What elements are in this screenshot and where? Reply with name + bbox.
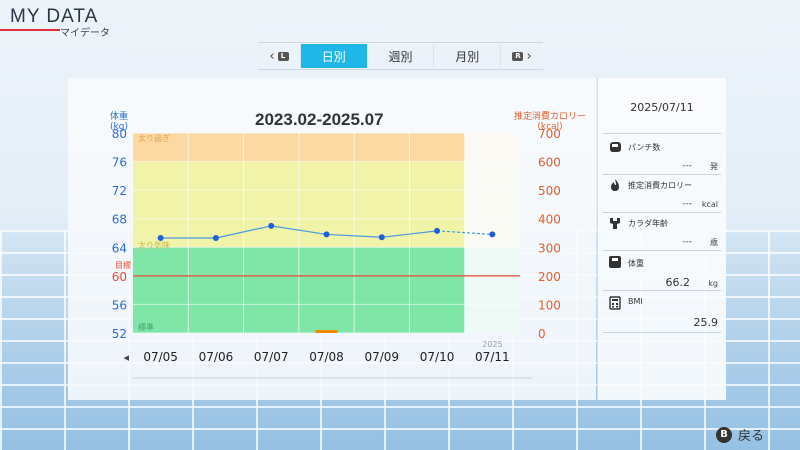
info-panel: 2025/07/11 パンチ数 --- 発 推定消費カロリー --- kcal … (597, 78, 726, 400)
chart-title: 2023.02-2025.07 (255, 110, 384, 129)
weight-data-point (157, 235, 164, 241)
bmi-label: BMI (628, 297, 643, 306)
glove-icon (610, 142, 621, 152)
tab-daily[interactable]: 日別 (299, 44, 367, 68)
left-axis-title: 体重 (kg) (110, 112, 128, 132)
weight-label: 体重 (628, 259, 644, 268)
tab-prev-button[interactable]: ‹ L (258, 43, 300, 69)
calorie-value: --- (682, 199, 692, 209)
left-tick-label: 56 (112, 298, 127, 312)
chevron-left-icon: ‹ (269, 48, 275, 64)
x-tick-label: 07/09 (364, 350, 399, 364)
right-tick-label: 400 (538, 213, 561, 227)
calculator-icon (609, 296, 621, 310)
punch-label: パンチ数 (628, 143, 661, 152)
weight-data-point (489, 231, 496, 238)
page-subtitle: マイデータ (60, 28, 110, 39)
right-tick-label: 0 (538, 327, 546, 341)
x-tick-label: 07/08 (309, 350, 344, 364)
divider (603, 212, 721, 213)
right-tick-label: 600 (538, 156, 561, 170)
weight-line (160, 225, 438, 239)
left-axis-label: 体重 (110, 112, 129, 122)
bmi-value: 25.9 (693, 316, 719, 329)
x-tick-label: 07/05 (143, 350, 178, 364)
year-label: 2025 (482, 340, 502, 349)
right-axis-title: 推定消費カロリー (kcal) (514, 112, 586, 132)
divider (603, 174, 721, 175)
x-tick-label: 07/07 (254, 350, 289, 364)
left-tick-label: 76 (112, 156, 127, 170)
zone-label-over: 太り過ぎ (138, 133, 170, 143)
calorie-label: 推定消費カロリー (628, 181, 692, 190)
body-age-value: --- (682, 237, 692, 247)
scroll-left-indicator: ◂ (123, 351, 129, 364)
left-tick-label: 60 (112, 270, 127, 284)
x-tick-label: 07/10 (420, 350, 455, 364)
zone-label-slightly-over: 太り気味 (138, 240, 170, 250)
x-tick-label: 07/06 (199, 350, 234, 364)
divider (603, 332, 721, 333)
weight-line-forecast (437, 230, 493, 236)
right-axis-label: 推定消費カロリー (514, 112, 587, 122)
left-tick-label: 80 (112, 127, 127, 141)
left-axis-unit: (kg) (110, 122, 128, 132)
flame-icon (611, 179, 619, 191)
zone-standard (133, 247, 520, 333)
scale-icon (609, 256, 621, 268)
right-tick-label: 500 (538, 184, 561, 198)
left-tick-label: 52 (112, 327, 127, 341)
info-date: 2025/07/11 (630, 101, 694, 114)
right-tick-label: 300 (538, 241, 561, 255)
weight-value: 66.2 (665, 276, 691, 289)
x-tick-label: 07/11 (475, 350, 510, 364)
right-axis-unit: (kcal) (537, 122, 563, 132)
zone-label-standard: 標準 (138, 322, 154, 332)
left-tick-label: 68 (112, 213, 127, 227)
calorie-unit: kcal (701, 200, 718, 209)
tab-monthly[interactable]: 月別 (433, 44, 500, 68)
weight-data-point (268, 222, 275, 229)
l-button-icon: L (277, 51, 289, 61)
divider (603, 250, 721, 251)
tab-weekly[interactable]: 週別 (366, 44, 434, 68)
right-tick-label: 200 (538, 270, 561, 284)
right-tick-label: 700 (538, 127, 561, 141)
punch-value: --- (682, 161, 692, 171)
r-button-icon: R (512, 51, 524, 61)
weight-data-point (434, 227, 441, 234)
weight-data-point (323, 231, 330, 238)
body-age-label: カラダ年齢 (628, 219, 668, 228)
body-age-unit: 歳 (710, 238, 718, 247)
weight-data-point (212, 235, 219, 241)
muscle-body-icon (610, 218, 620, 229)
zone-label-target: 目標 (115, 260, 131, 270)
title-underline (0, 29, 60, 31)
zone-over (133, 133, 520, 162)
right-tick-label: 100 (538, 298, 561, 312)
left-tick-label: 72 (112, 184, 127, 198)
weight-unit: kg (708, 279, 718, 288)
period-tab-bar: ‹ L 日別 週別 月別 R › (258, 42, 543, 70)
back-button[interactable]: B 戻る (716, 425, 764, 444)
chevron-right-icon: › (526, 48, 532, 64)
b-button-icon: B (716, 426, 732, 443)
divider (603, 133, 721, 134)
punch-unit: 発 (710, 162, 718, 171)
page-title: MY DATA (10, 6, 99, 27)
divider (603, 290, 721, 291)
tab-next-button[interactable]: R › (500, 43, 543, 69)
weight-data-point (378, 234, 385, 241)
back-label: 戻る (738, 429, 765, 444)
calorie-bar (315, 330, 338, 333)
left-tick-label: 64 (112, 241, 127, 255)
